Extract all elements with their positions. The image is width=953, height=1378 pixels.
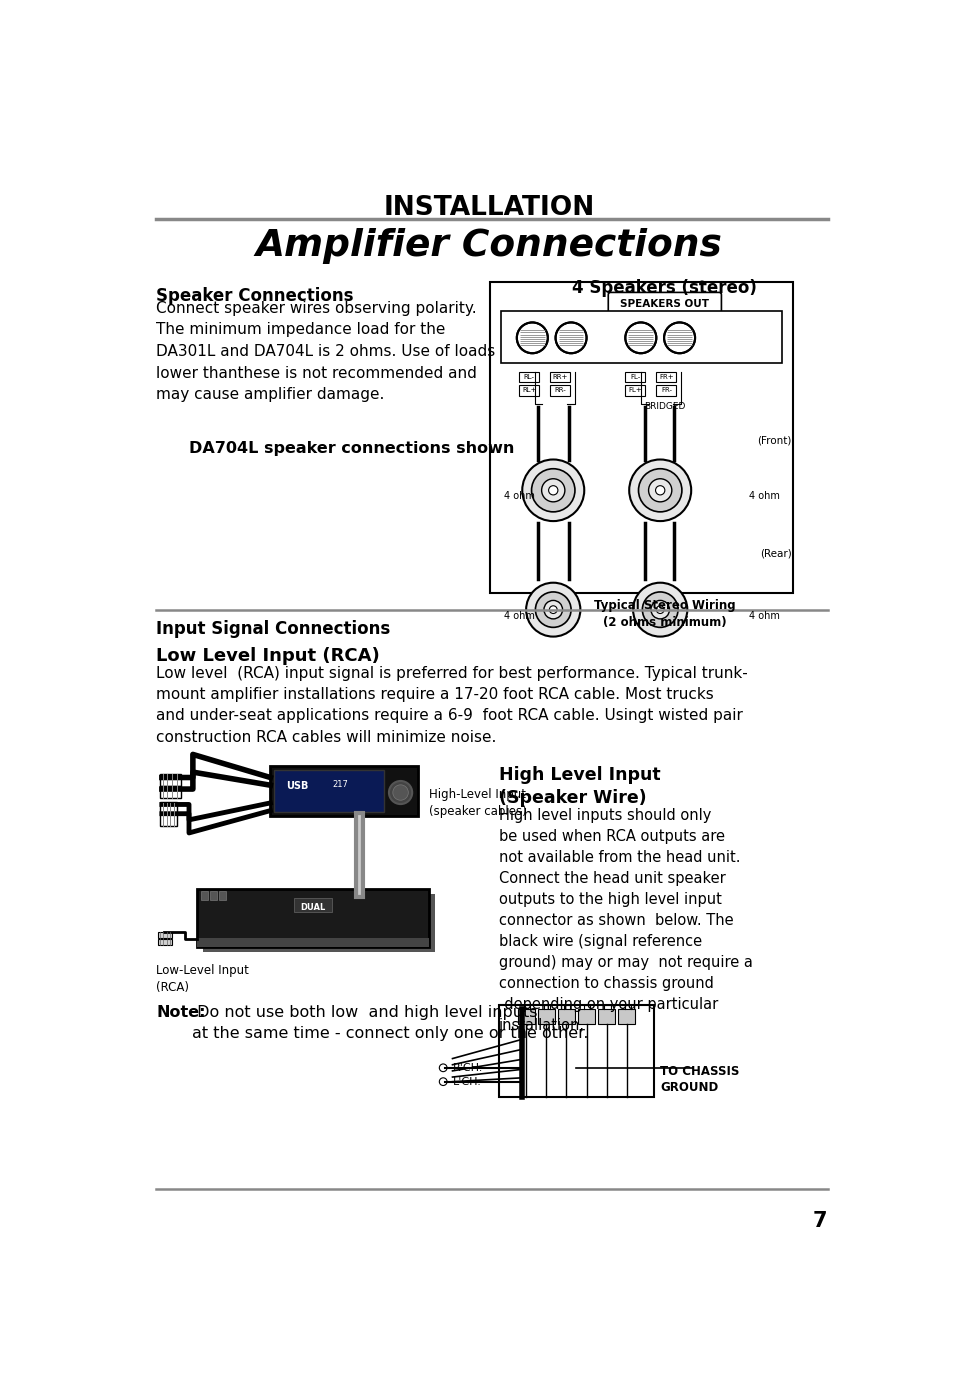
Bar xyxy=(274,770,384,812)
Bar xyxy=(159,773,181,785)
Text: High Level Input
(Speaker Wire): High Level Input (Speaker Wire) xyxy=(498,766,659,808)
Text: FL-: FL- xyxy=(630,373,639,380)
Circle shape xyxy=(517,322,547,353)
Circle shape xyxy=(656,606,663,613)
Bar xyxy=(352,892,367,900)
Circle shape xyxy=(655,485,664,495)
Circle shape xyxy=(439,1064,447,1072)
Circle shape xyxy=(641,593,678,627)
Circle shape xyxy=(648,478,671,502)
Text: Low level  (RCA) input signal is preferred for best performance. Typical trunk-
: Low level (RCA) input signal is preferre… xyxy=(156,666,747,744)
Bar xyxy=(500,311,781,364)
Text: Do not use both low  and high level inputs
at the same time - connect only one o: Do not use both low and high level input… xyxy=(192,1005,588,1040)
Text: BRIDGED: BRIDGED xyxy=(643,402,685,411)
Circle shape xyxy=(548,485,558,495)
Bar xyxy=(158,940,172,945)
Bar xyxy=(498,1005,654,1097)
Bar xyxy=(624,372,645,383)
Text: SPEAKERS OUT: SPEAKERS OUT xyxy=(619,299,709,309)
Text: FR-: FR- xyxy=(660,387,671,393)
Bar xyxy=(196,937,429,947)
Bar xyxy=(517,1009,534,1024)
Circle shape xyxy=(541,478,564,502)
Text: Note:: Note: xyxy=(156,1005,206,1020)
Bar xyxy=(200,890,208,900)
Circle shape xyxy=(543,601,562,619)
Text: (Front): (Front) xyxy=(757,435,791,445)
Bar xyxy=(618,1009,635,1024)
Bar xyxy=(598,1009,615,1024)
Text: DUAL: DUAL xyxy=(300,903,325,912)
Text: DA704L speaker connections shown: DA704L speaker connections shown xyxy=(189,441,514,456)
Bar xyxy=(210,890,216,900)
Text: Low-Level Input
(RCA): Low-Level Input (RCA) xyxy=(156,963,249,994)
Text: L'CH.: L'CH. xyxy=(452,1076,481,1087)
Circle shape xyxy=(629,459,691,521)
Text: FL+: FL+ xyxy=(628,387,641,393)
Bar xyxy=(159,802,176,814)
Bar xyxy=(537,1009,555,1024)
Text: 217: 217 xyxy=(332,780,348,788)
Circle shape xyxy=(624,322,656,353)
Text: 4 ohm: 4 ohm xyxy=(748,610,779,621)
Bar xyxy=(624,384,645,395)
Bar xyxy=(294,898,332,912)
Circle shape xyxy=(393,785,408,801)
Text: Connect speaker wires observing polarity.
The minimum impedance load for the
DA3: Connect speaker wires observing polarity… xyxy=(156,300,496,402)
Text: 4 ohm: 4 ohm xyxy=(503,610,534,621)
Bar xyxy=(578,1009,595,1024)
Circle shape xyxy=(535,593,571,627)
Bar xyxy=(489,282,793,593)
Bar xyxy=(203,894,435,952)
Text: RL+: RL+ xyxy=(521,387,536,393)
Text: FR+: FR+ xyxy=(659,373,673,380)
Bar xyxy=(518,372,538,383)
Text: Low Level Input (RCA): Low Level Input (RCA) xyxy=(156,648,380,666)
Bar xyxy=(159,785,181,798)
FancyBboxPatch shape xyxy=(608,292,720,314)
Circle shape xyxy=(663,322,695,353)
Bar xyxy=(550,372,570,383)
Text: High level inputs should only
be used when RCA outputs are
not available from th: High level inputs should only be used wh… xyxy=(498,809,752,1034)
Circle shape xyxy=(389,781,412,805)
Circle shape xyxy=(525,583,579,637)
Circle shape xyxy=(549,606,557,613)
Bar xyxy=(518,384,538,395)
Text: R'CH.: R'CH. xyxy=(452,1062,482,1073)
Text: 4 ohm: 4 ohm xyxy=(503,492,534,502)
Text: Amplifier Connections: Amplifier Connections xyxy=(255,229,721,265)
Circle shape xyxy=(638,469,681,511)
Text: 7: 7 xyxy=(812,1211,827,1231)
Bar xyxy=(159,813,176,825)
Bar xyxy=(550,384,570,395)
Bar xyxy=(270,766,417,816)
Circle shape xyxy=(633,583,686,637)
Bar xyxy=(656,372,676,383)
Circle shape xyxy=(531,469,575,511)
Circle shape xyxy=(521,459,583,521)
Text: (Rear): (Rear) xyxy=(760,548,791,558)
Text: High-Level Input
(speaker cables): High-Level Input (speaker cables) xyxy=(429,787,526,817)
Text: USB: USB xyxy=(286,781,308,791)
Text: INSTALLATION: INSTALLATION xyxy=(383,194,594,220)
Bar xyxy=(656,384,676,395)
Circle shape xyxy=(650,601,669,619)
Circle shape xyxy=(555,322,586,353)
Bar xyxy=(558,1009,575,1024)
Circle shape xyxy=(439,1078,447,1086)
Text: Input Signal Connections: Input Signal Connections xyxy=(156,620,391,638)
Text: RL-: RL- xyxy=(523,373,535,380)
Text: RR-: RR- xyxy=(554,387,565,393)
Bar xyxy=(219,890,226,900)
Text: 4 ohm: 4 ohm xyxy=(748,492,779,502)
Bar xyxy=(158,932,172,937)
Bar xyxy=(196,889,429,947)
Text: TO CHASSIS
GROUND: TO CHASSIS GROUND xyxy=(659,1065,739,1094)
Text: Speaker Connections: Speaker Connections xyxy=(156,287,354,305)
Text: Typical Stereo Wiring
(2 ohms minimum): Typical Stereo Wiring (2 ohms minimum) xyxy=(594,599,735,628)
Text: RR+: RR+ xyxy=(552,373,567,380)
Text: 4 Speakers (stereo): 4 Speakers (stereo) xyxy=(572,280,757,298)
